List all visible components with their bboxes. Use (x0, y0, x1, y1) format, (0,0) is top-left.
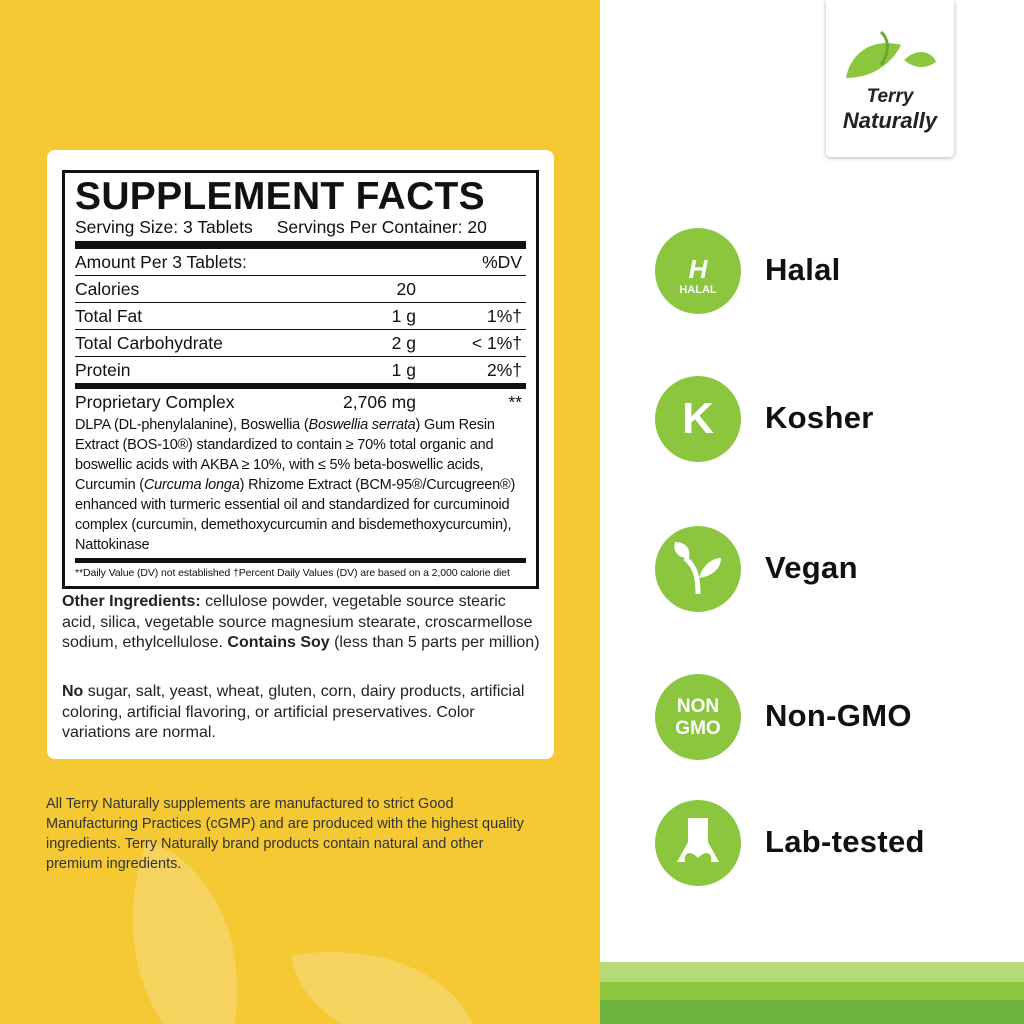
icon-text: GMO (675, 718, 721, 739)
rule (75, 241, 526, 249)
badge-icon (655, 800, 741, 886)
facts-row: Total Carbohydrate 2 g < 1%† (75, 330, 526, 357)
nutrient-amount: 20 (396, 279, 416, 299)
text-segment: ) Rhizome Extract (BCM-95®/Curcugreen®) … (75, 477, 516, 553)
badge-icon: H HALAL (655, 228, 741, 314)
stripe (600, 982, 1024, 1000)
text-segment: No (62, 683, 84, 700)
badge-label: Lab-tested (765, 824, 925, 859)
nutrient-amount: 2 g (391, 333, 416, 353)
brand-logo: Terry Naturally (826, 0, 954, 157)
icon-text: K (682, 394, 714, 443)
badge: Vegan (655, 526, 1015, 612)
badge: NON GMO Non-GMO (655, 674, 1015, 760)
logo-line2: Naturally (842, 108, 938, 133)
badge: K Kosher (655, 376, 1015, 462)
badge: H HALAL Halal (655, 228, 1015, 314)
free-from: No sugar, salt, yeast, wheat, gluten, co… (62, 682, 542, 744)
text-segment: (less than 5 parts per million) (329, 634, 540, 651)
facts-title: SUPPLEMENT FACTS (75, 175, 485, 218)
facts-card: SUPPLEMENT FACTS Serving Size: 3 Tablets… (47, 150, 554, 759)
logo-line1: Terry (866, 86, 914, 107)
badge-icon: NON GMO (655, 674, 741, 760)
facts-row: Total Fat 1 g 1%† (75, 303, 526, 330)
text-segment: sugar, salt, yeast, wheat, gluten, corn,… (62, 683, 525, 741)
servings-per-container: Servings Per Container: 20 (276, 217, 487, 237)
logo-leaves (846, 30, 936, 78)
text-segment: Other Ingredients: (62, 593, 201, 610)
left-panel: SUPPLEMENT FACTS Serving Size: 3 Tablets… (0, 0, 600, 1024)
complex-name: Proprietary Complex (75, 392, 235, 412)
rule (75, 384, 526, 389)
badge-label: Halal (765, 252, 841, 287)
serving-size: Serving Size: 3 Tablets (75, 217, 253, 237)
dv-header: %DV (482, 252, 522, 272)
footer-text: All Terry Naturally supplements are manu… (46, 796, 524, 872)
icon-text: H (688, 254, 708, 284)
complex-amount: 2,706 mg (343, 392, 416, 412)
complex-description: DLPA (DL-phenylalanine), Boswellia (Bosw… (75, 415, 526, 558)
text-segment: cellulose powder, vegetable source stear… (62, 593, 533, 651)
facts-row: Calories 20 (75, 276, 526, 303)
text-segment: Curcuma longa (143, 477, 240, 493)
stripe (600, 1000, 1024, 1024)
nutrient-name: Calories (75, 279, 140, 299)
badge-label: Kosher (765, 400, 874, 435)
badge-icon (655, 526, 741, 612)
nutrient-name: Total Fat (75, 306, 143, 326)
rule (75, 558, 526, 563)
stripe (600, 962, 1024, 982)
nutrient-amount: 1 g (391, 360, 416, 380)
text-segment: Boswellia serrata (308, 417, 416, 433)
text-segment: Contains Soy (227, 634, 330, 651)
icon-text: NON (676, 696, 720, 717)
nutrient-dv: 2%† (486, 360, 522, 380)
nutrient-amount: 1 g (391, 306, 416, 326)
text-segment: DLPA (DL-phenylalanine), Boswellia ( (75, 417, 309, 433)
leaf-deco (290, 926, 480, 1024)
badge-label: Vegan (765, 550, 858, 585)
badge-label: Non-GMO (765, 698, 912, 733)
amount-header: Amount Per 3 Tablets: (75, 252, 247, 272)
nutrient-name: Protein (75, 360, 131, 380)
nutrient-dv: < 1%† (471, 333, 522, 353)
other-ingredients: Other Ingredients: cellulose powder, veg… (62, 592, 542, 654)
badge-icon: K (655, 376, 741, 462)
nutrient-dv: 1%† (486, 306, 522, 326)
text-segment: ) Gum Resin Extract (BOS-10®) standardiz… (75, 417, 495, 493)
icon-text: HALAL (679, 284, 717, 296)
facts-panel: SUPPLEMENT FACTS Serving Size: 3 Tablets… (62, 170, 539, 589)
complex-dv: ** (508, 392, 522, 412)
facts-row: Protein 1 g 2%† (75, 357, 526, 384)
badge: Lab-tested (655, 800, 1015, 886)
footnote: **Daily Value (DV) not established †Perc… (75, 567, 510, 579)
nutrient-name: Total Carbohydrate (75, 333, 223, 353)
